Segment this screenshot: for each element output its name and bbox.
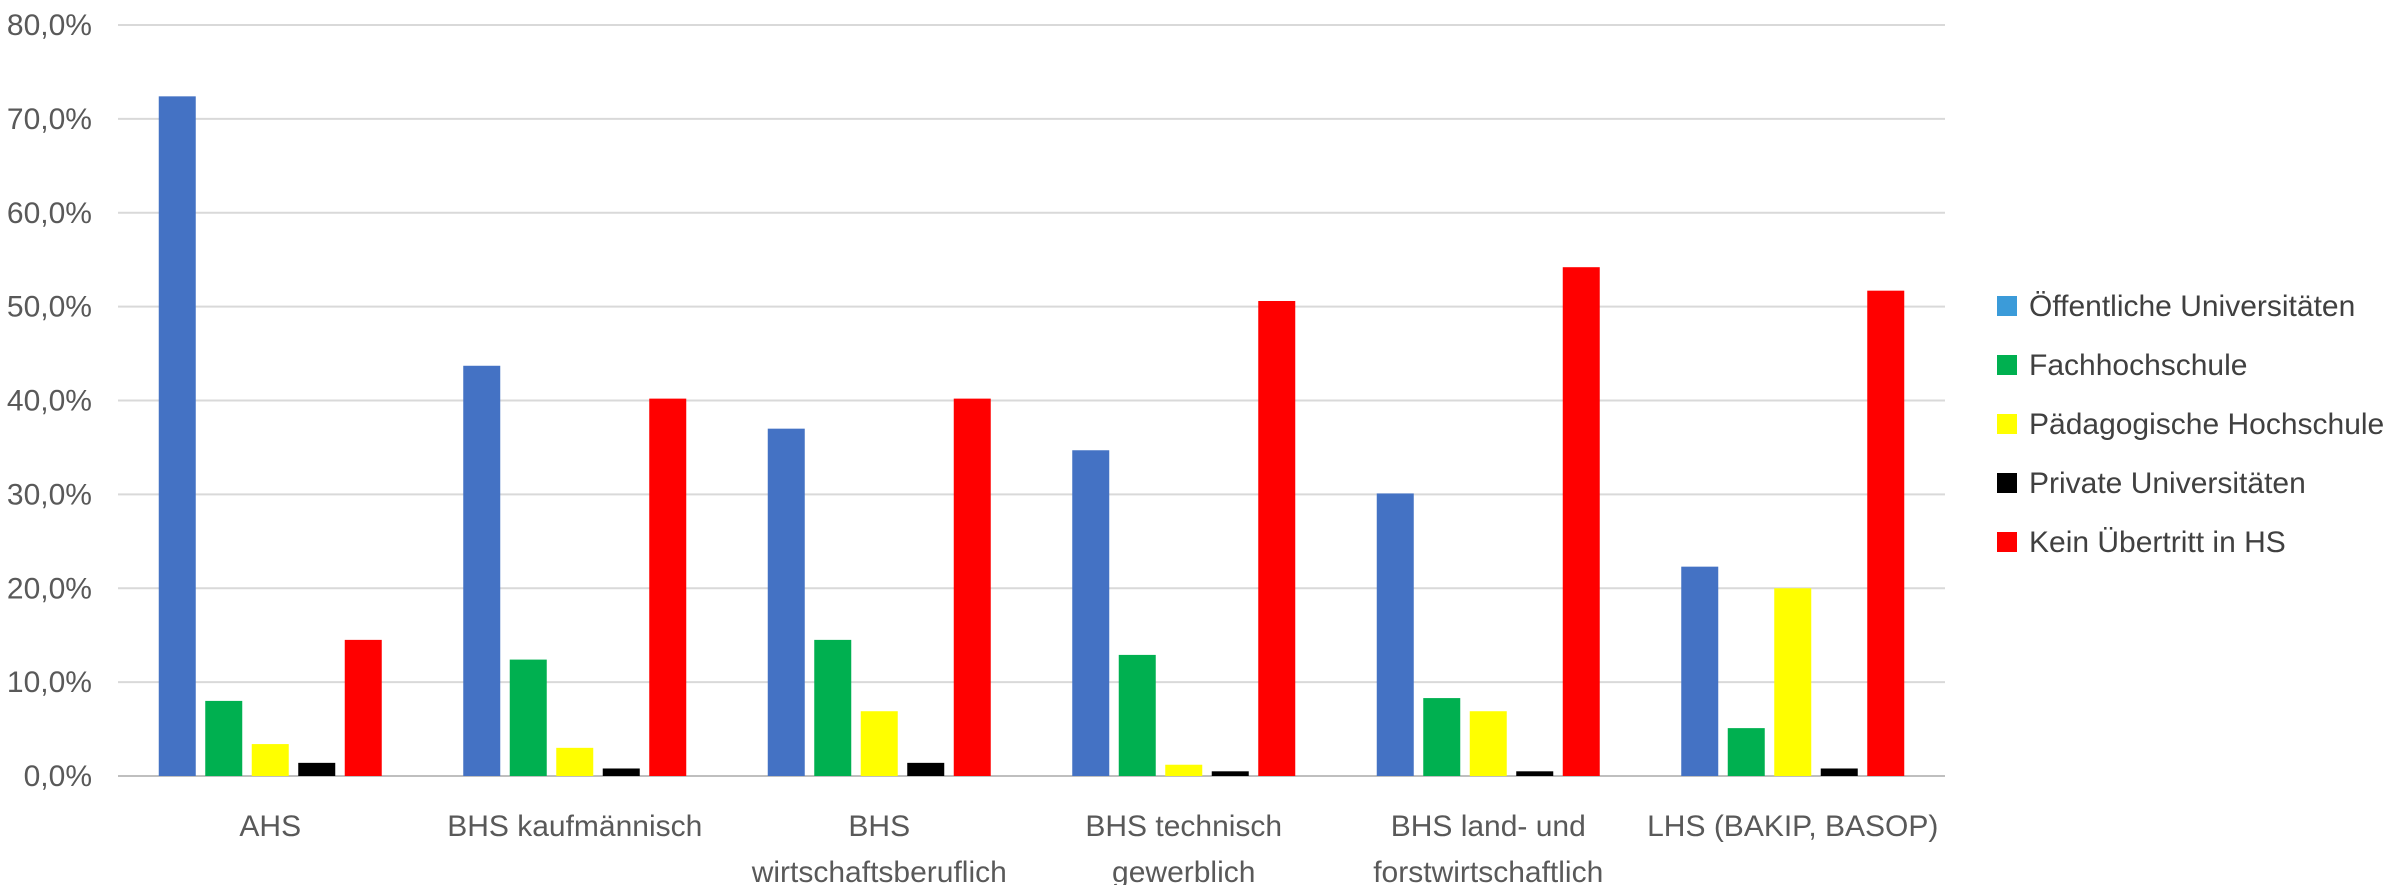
bar <box>205 701 242 776</box>
legend-label: Öffentliche Universitäten <box>2029 290 2355 323</box>
bar <box>907 763 944 776</box>
bar <box>252 744 289 776</box>
legend-label: Pädagogische Hochschule <box>2029 408 2384 441</box>
x-category-label-line: BHS land- und <box>1391 810 1586 843</box>
x-category-label-line: LHS (BAKIP, BASOP) <box>1647 810 1938 843</box>
bar <box>1563 267 1600 776</box>
x-category-label-line: gewerblich <box>1112 856 1255 885</box>
x-category-label: BHS wirtschaftsberuflich <box>751 810 1007 885</box>
gridlines <box>118 25 1945 776</box>
bar <box>649 399 686 776</box>
x-category-label-line: BHS <box>848 810 910 843</box>
legend-swatch <box>1997 532 2017 552</box>
legend-swatch <box>1997 473 2017 493</box>
x-category-label-line: forstwirtschaftlich <box>1373 856 1603 885</box>
legend-item: Private Universitäten <box>1997 467 2306 500</box>
bar <box>345 640 382 776</box>
x-category-label-line: wirtschaftsberuflich <box>751 856 1007 885</box>
bar <box>1821 768 1858 776</box>
bar <box>954 399 991 776</box>
bar <box>1423 698 1460 776</box>
legend-label: Fachhochschule <box>2029 349 2247 382</box>
legend-item: Kein Übertritt in HS <box>1997 526 2286 559</box>
x-category-label-line: BHS kaufmännisch <box>447 810 702 843</box>
x-category-label: BHS kaufmännisch <box>447 810 702 843</box>
bars <box>159 96 1905 776</box>
y-axis-ticks: 0,0% 10,0% 20,0% 30,0% 40,0% 50,0% 60,0% 70,0% 8… <box>7 9 92 793</box>
y-tick-label: 70,0% <box>7 103 92 136</box>
bar <box>1119 655 1156 776</box>
bar <box>1774 588 1811 776</box>
x-axis-categories: AHS BHS kaufmännisch BHS wirtschaftsberufli… <box>239 810 1938 885</box>
bar <box>463 366 500 776</box>
bar <box>510 660 547 776</box>
bar <box>1258 301 1295 776</box>
legend-item: Fachhochschule <box>1997 349 2247 382</box>
x-category-label-line: AHS <box>239 810 301 843</box>
legend-item: Pädagogische Hochschule <box>1997 408 2384 441</box>
y-tick-label: 60,0% <box>7 197 92 230</box>
legend: Öffentliche Universitäten Fachhochschule P… <box>1997 290 2384 559</box>
bar <box>1681 567 1718 776</box>
x-category-label-line: BHS technisch <box>1085 810 1282 843</box>
y-tick-label: 80,0% <box>7 9 92 42</box>
y-tick-label: 0,0% <box>24 760 92 793</box>
y-tick-label: 50,0% <box>7 291 92 324</box>
bar <box>1470 711 1507 776</box>
x-category-label: BHS technisch gewerblich <box>1085 810 1282 885</box>
bar <box>159 96 196 776</box>
legend-label: Kein Übertritt in HS <box>2029 526 2286 559</box>
bar <box>603 768 640 776</box>
x-category-label: AHS <box>239 810 301 843</box>
y-tick-label: 40,0% <box>7 385 92 418</box>
y-tick-label: 30,0% <box>7 478 92 511</box>
bar <box>768 429 805 776</box>
bar <box>1516 771 1553 776</box>
legend-swatch <box>1997 414 2017 434</box>
bar <box>1212 771 1249 776</box>
legend-swatch <box>1997 355 2017 375</box>
bar <box>1377 493 1414 776</box>
y-tick-label: 20,0% <box>7 572 92 605</box>
bar <box>861 711 898 776</box>
legend-swatch <box>1997 296 2017 316</box>
bar <box>1867 291 1904 776</box>
x-category-label: BHS land- und forstwirtschaftlich <box>1373 810 1603 885</box>
bar <box>1072 450 1109 776</box>
bar <box>814 640 851 776</box>
bar <box>1728 728 1765 776</box>
legend-label: Private Universitäten <box>2029 467 2306 500</box>
x-category-label: LHS (BAKIP, BASOP) <box>1647 810 1938 843</box>
bar <box>556 748 593 776</box>
bar <box>298 763 335 776</box>
y-tick-label: 10,0% <box>7 666 92 699</box>
bar <box>1165 765 1202 776</box>
legend-item: Öffentliche Universitäten <box>1997 290 2355 323</box>
